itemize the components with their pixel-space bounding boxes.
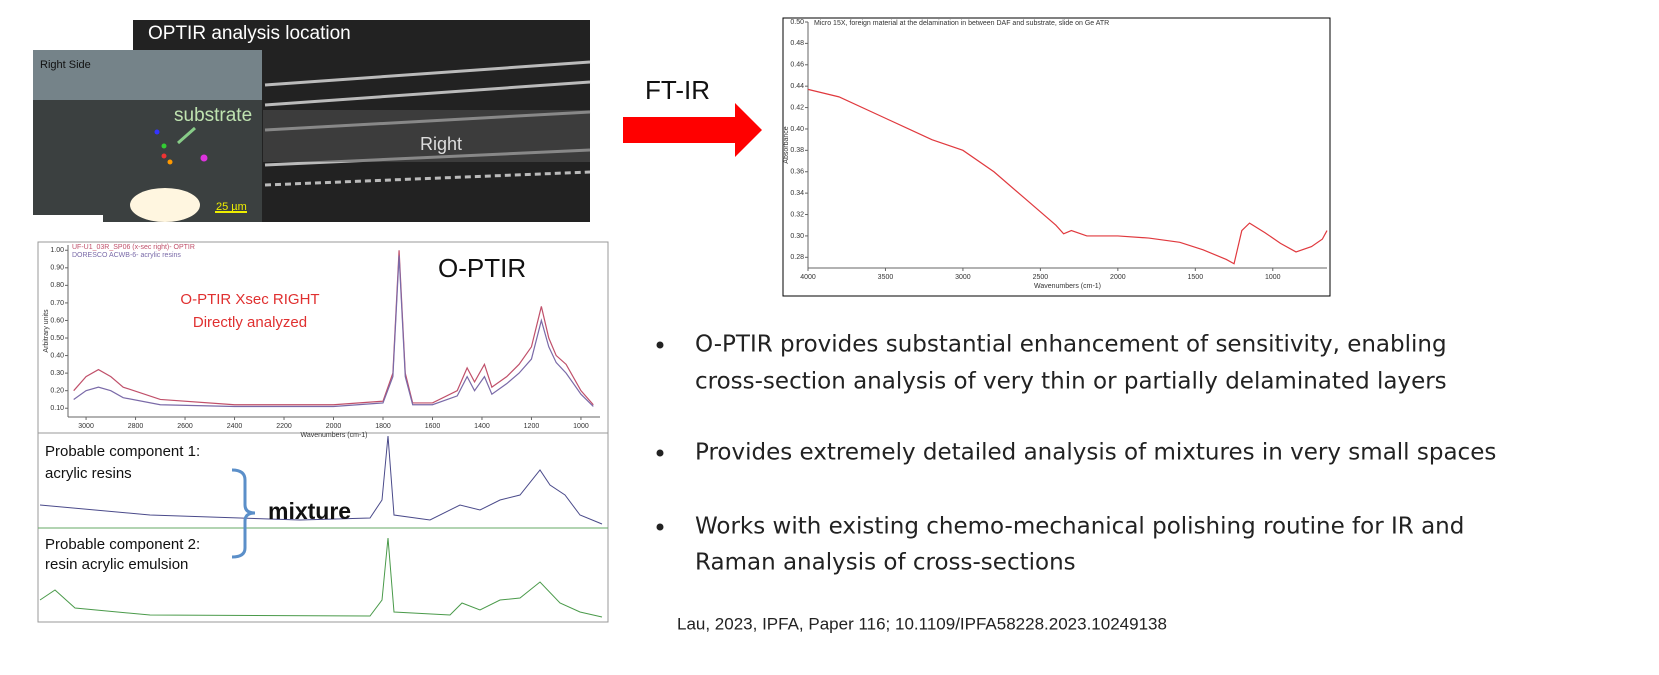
y-tick-label: 0.50 (790, 19, 804, 26)
bullet-text: Raman analysis of cross-sections (695, 550, 1076, 576)
bullet (656, 341, 664, 349)
y-tick-label: 0.40 (790, 126, 804, 133)
x-tick-label: 1800 (375, 423, 391, 430)
y-tick-label: 0.46 (790, 62, 804, 69)
direct-label: Directly analyzed (193, 314, 307, 331)
x-tick-label: 2600 (177, 423, 193, 430)
y-tick-label: 0.10 (50, 405, 64, 412)
dot (200, 154, 208, 162)
photo-title: OPTIR analysis location (148, 23, 351, 44)
y-tick-label: 0.80 (50, 282, 64, 289)
x-tick-label: 4000 (800, 274, 816, 281)
bullet-text: Works with existing chemo-mechanical pol… (695, 514, 1464, 540)
y-tick-label: 0.20 (50, 388, 64, 395)
x-tick-label: 3000 (955, 274, 971, 281)
y-tick-label: 0.50 (50, 335, 64, 342)
y-tick-label: 1.00 (50, 247, 64, 254)
bullet (656, 523, 664, 531)
y-tick-label: 0.42 (790, 104, 804, 111)
xsec-label: O-PTIR Xsec RIGHT (180, 291, 319, 308)
x-tick-label: 3000 (78, 423, 94, 430)
x-tick-label: 2000 (326, 423, 342, 430)
brace (231, 468, 256, 559)
comp2-frame (37, 527, 609, 623)
optir-label: O-PTIR (438, 253, 526, 283)
dot (161, 143, 167, 149)
x-tick-label: 1500 (1188, 274, 1204, 281)
y-tick-label: 0.32 (790, 211, 804, 218)
ftir-frame (782, 17, 1331, 297)
photo-substrate: substrate (174, 105, 252, 126)
x-tick-label: 2400 (227, 423, 243, 430)
comp1: Probable component 1: (45, 443, 200, 460)
x-tick-label: 1000 (573, 423, 589, 430)
comp1b: acrylic resins (45, 465, 132, 482)
arrow (177, 126, 196, 145)
photo-corner (33, 215, 103, 222)
photo-layer (263, 110, 590, 162)
dot (154, 129, 160, 135)
comp2b: resin acrylic emulsion (45, 556, 188, 573)
dot (161, 153, 167, 159)
x-tick-label: 2500 (1033, 274, 1049, 281)
y-tick-label: 0.36 (790, 169, 804, 176)
optir-frame (37, 241, 609, 434)
photo-side: Right Side (40, 59, 91, 71)
bullet-text: O-PTIR provides substantial enhancement … (695, 332, 1447, 358)
mixture: mixture (268, 498, 351, 524)
chart-title: Micro 15X, foreign material at the delam… (814, 20, 1109, 27)
photo-right-label: Right (420, 134, 462, 154)
x-axis-label: Wavenumbers (cm-1) (300, 432, 367, 439)
y-axis-label: Absorbance (783, 126, 790, 163)
x-tick-label: 1400 (474, 423, 490, 430)
y-tick-label: 0.30 (790, 233, 804, 240)
y-tick-label: 0.40 (50, 352, 64, 359)
y-tick-label: 0.28 (790, 254, 804, 261)
photo-glare (33, 50, 262, 100)
photo-scale: 25 µm (216, 201, 247, 213)
y-axis-label: Arbitrary units (43, 309, 50, 353)
y-tick-label: 0.70 (50, 300, 64, 307)
ftir-label: FT-IR (645, 75, 710, 105)
x-tick-label: 2800 (128, 423, 144, 430)
y-tick-label: 0.48 (790, 40, 804, 47)
y-tick-label: 0.44 (790, 83, 804, 90)
bullet-text: Provides extremely detailed analysis of … (695, 440, 1496, 466)
comp1-curve (39, 435, 603, 525)
y-tick-label: 0.34 (790, 190, 804, 197)
legend-entry: UF-U1_03R_SP06 (x-sec right)- OPTIR (72, 244, 195, 251)
y-tick-label: 0.38 (790, 147, 804, 154)
bullet (656, 449, 664, 457)
x-tick-label: 3500 (878, 274, 894, 281)
x-tick-label: 1600 (425, 423, 441, 430)
comp2-curve (39, 537, 603, 618)
x-tick-label: 1200 (524, 423, 540, 430)
red-arrow (623, 103, 762, 157)
y-tick-label: 0.30 (50, 370, 64, 377)
x-tick-label: 2000 (1110, 274, 1126, 281)
y-tick-label: 0.90 (50, 265, 64, 272)
series-line (73, 255, 594, 408)
y-tick-label: 0.60 (50, 317, 64, 324)
bullet-text: cross-section analysis of very thin or p… (695, 369, 1447, 395)
series-line (807, 88, 1328, 265)
dot (167, 159, 173, 165)
series-line (73, 250, 594, 406)
citation: Lau, 2023, IPFA, Paper 116; 10.1109/IPFA… (677, 614, 1167, 633)
x-tick-label: 1000 (1265, 274, 1281, 281)
comp2: Probable component 2: (45, 536, 200, 553)
x-axis-label: Wavenumbers (cm-1) (1034, 283, 1101, 290)
legend-entry: DORESCO ACWB-6- acrylic resins (72, 252, 181, 259)
photo-bright (130, 188, 200, 222)
x-tick-label: 2200 (276, 423, 292, 430)
